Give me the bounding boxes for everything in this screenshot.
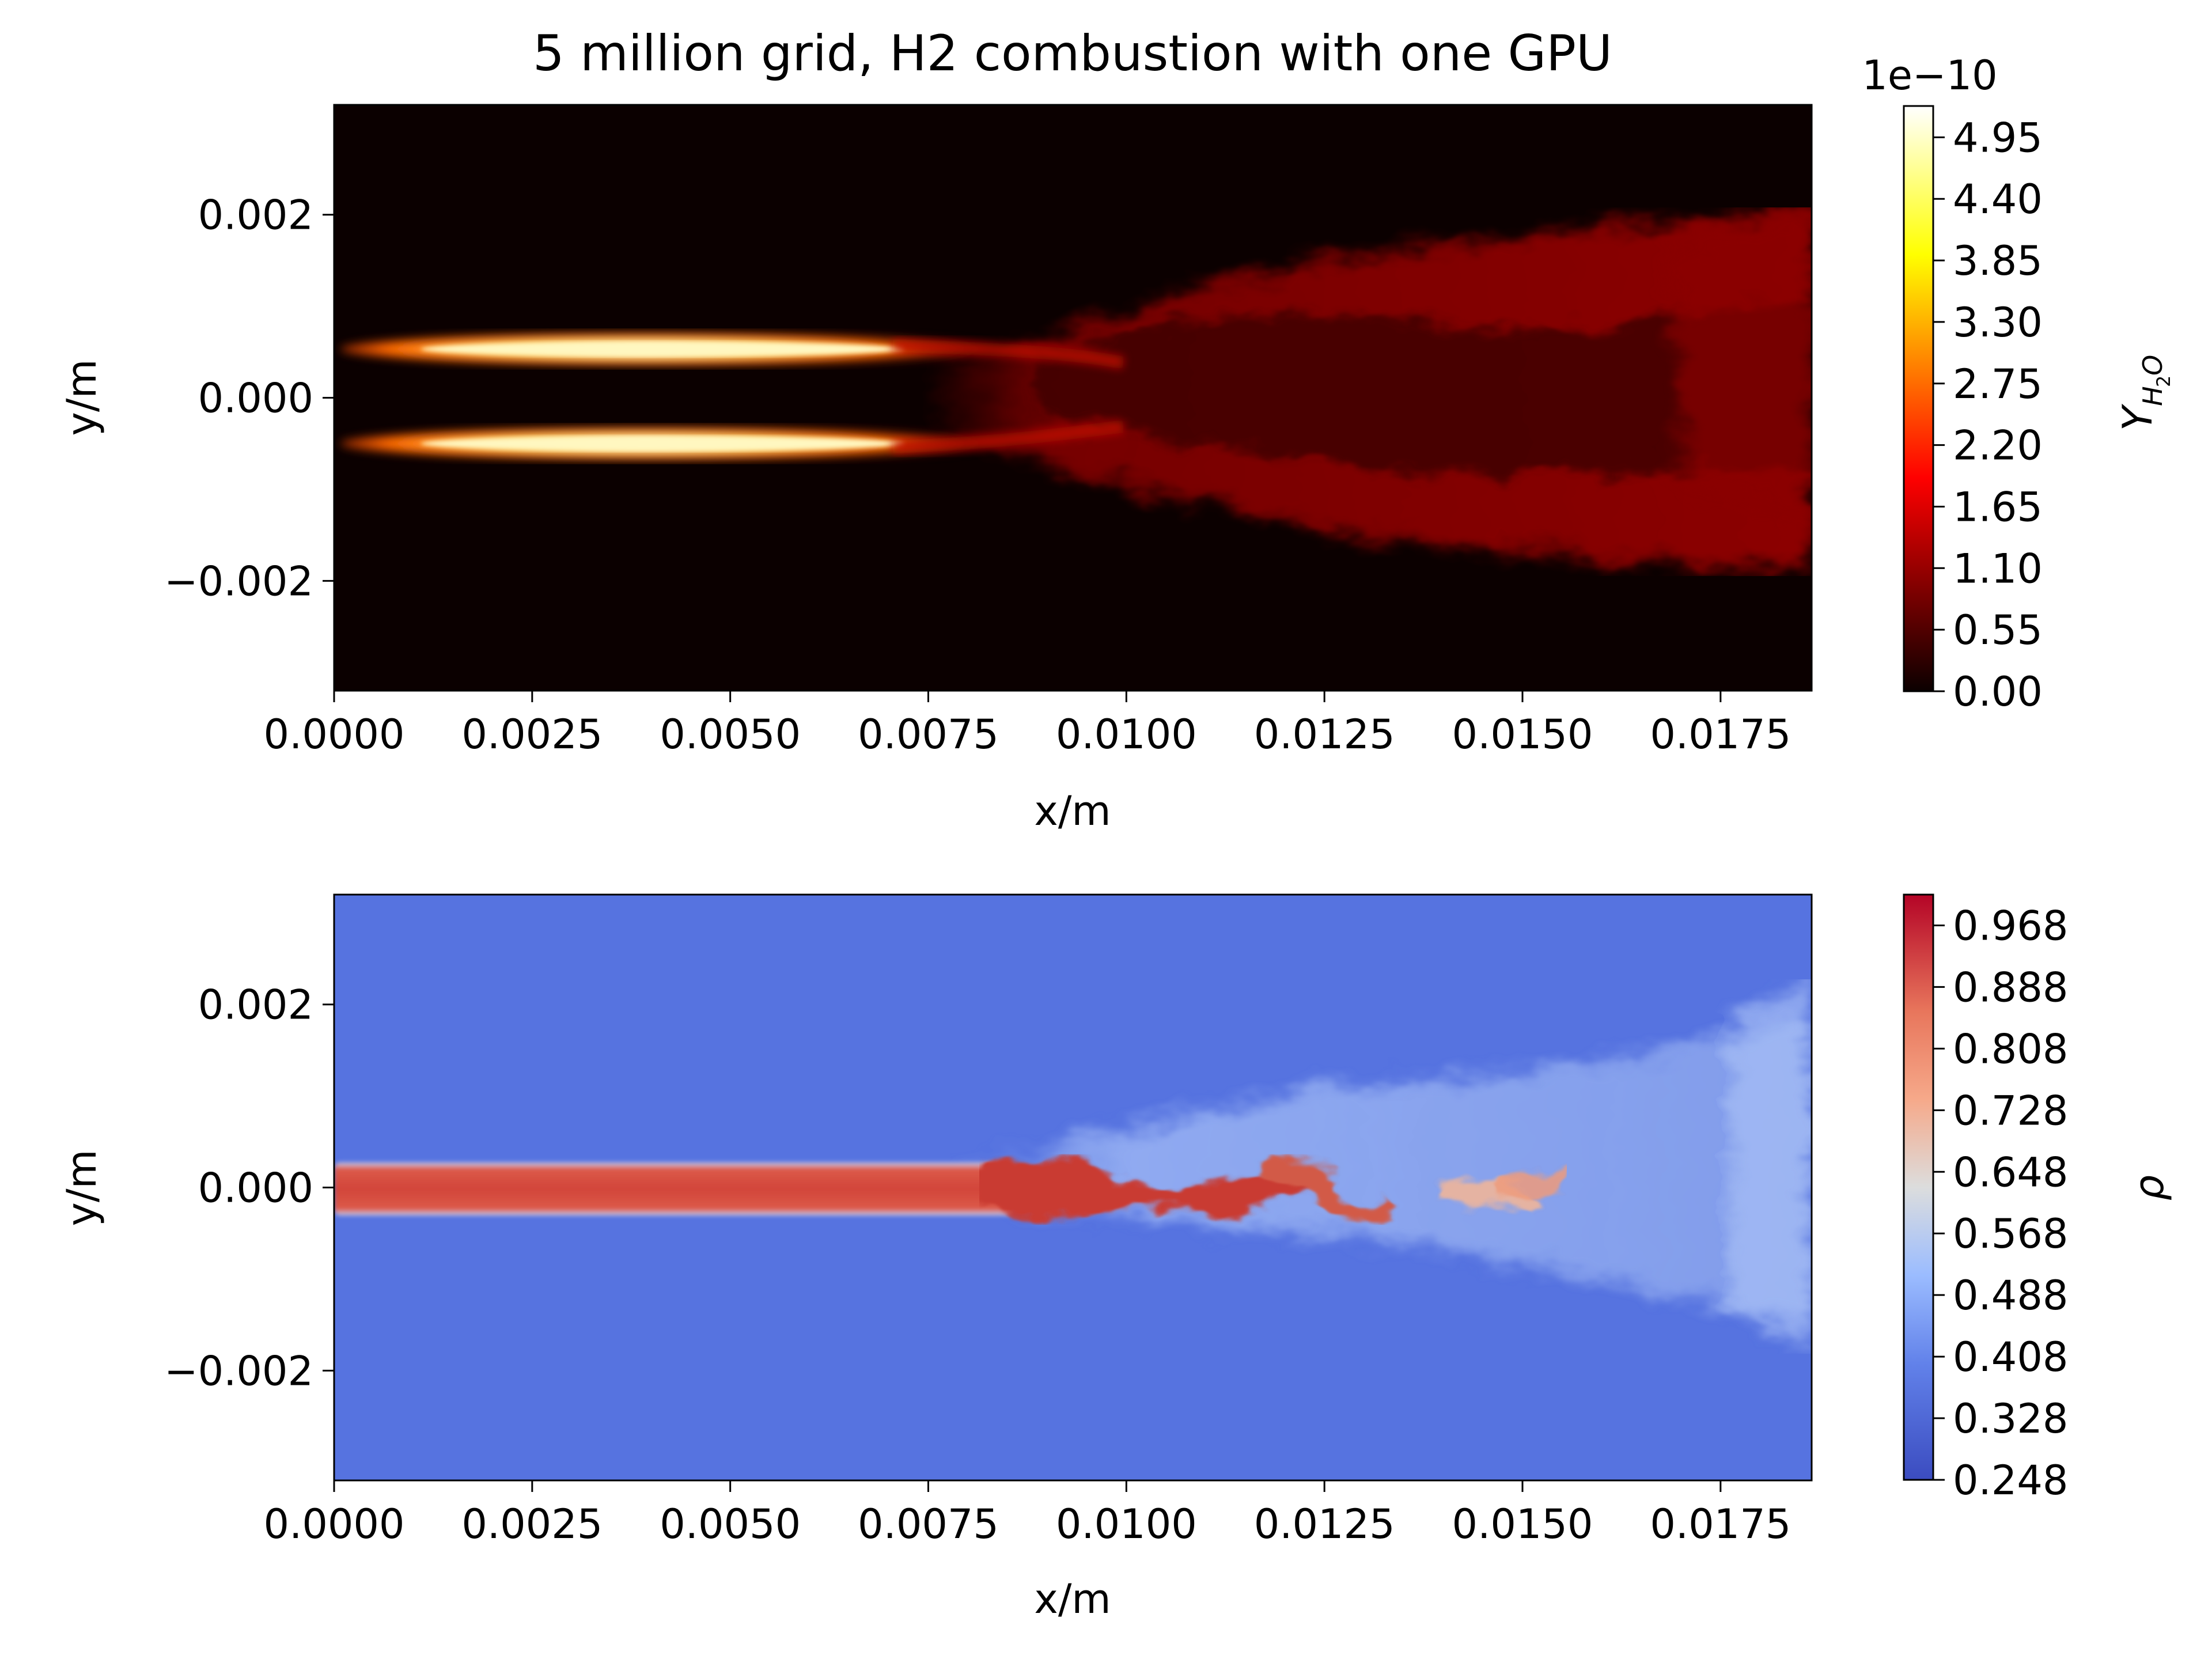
bottom-y-label: y/m: [58, 1149, 105, 1226]
colorbar-tick-label: 0.00: [1953, 668, 2043, 715]
colorbar-tick-label: 0.568: [1953, 1210, 2068, 1257]
colorbar-tick-label: 4.40: [1953, 176, 2043, 223]
x-tick-label: 0.0050: [660, 711, 801, 758]
flame-tails: [892, 339, 1125, 453]
colorbar-tick-label: 0.55: [1953, 607, 2043, 654]
y-tick-label: 0.002: [198, 982, 313, 1029]
x-tick-label: 0.0175: [1650, 711, 1791, 758]
top-colorbar-offset: 1e−10: [1862, 52, 1997, 99]
x-tick-label: 0.0150: [1452, 1501, 1593, 1548]
colorbar-tick-label: 0.328: [1953, 1395, 2068, 1442]
colorbar-label-o: O: [2137, 355, 2168, 376]
colorbar-tick-label: 2.75: [1953, 361, 2043, 408]
water-fraction-panel: 0.0000 0.0025 0.0050 0.0075 0.0100 0.0125 0.01…: [58, 52, 2175, 835]
x-tick-label: 0.0125: [1254, 1501, 1395, 1548]
density-panel: 0.0000 0.0025 0.0050 0.0075 0.0100 0.0125 0.01…: [58, 893, 2173, 1623]
y-tick-label: −0.002: [164, 1347, 313, 1395]
x-tick-label: 0.0025: [461, 711, 603, 758]
colorbar-tick-label: 1.10: [1953, 545, 2043, 592]
x-tick-label: 0.0025: [461, 1501, 603, 1548]
colorbar-tick-label: 0.488: [1953, 1272, 2068, 1319]
colorbar-tick-label: 1.65: [1953, 483, 2043, 531]
top-y-ticks: 0.002 0.000 −0.002: [164, 192, 334, 605]
x-tick-label: 0.0000: [264, 711, 405, 758]
density-field: [334, 895, 1812, 1480]
turbulent-plume: [922, 207, 1812, 576]
bottom-y-ticks: 0.002 0.000 −0.002: [164, 982, 334, 1395]
colorbar-tick-label: 0.728: [1953, 1087, 2068, 1134]
lower-flame-core: [421, 436, 904, 451]
water-fraction-field: [334, 105, 1812, 691]
x-tick-label: 0.0100: [1056, 711, 1197, 758]
x-tick-label: 0.0075: [858, 711, 999, 758]
density-wake: [950, 979, 1812, 1354]
colorbar-tick-label: 0.408: [1953, 1334, 2068, 1381]
x-tick-label: 0.0100: [1056, 1501, 1197, 1548]
bottom-colorbar: [1903, 893, 1934, 1481]
colorbar-label-y: Y: [2114, 403, 2161, 431]
colorbar-tick-label: 3.85: [1953, 237, 2043, 285]
y-tick-label: 0.000: [198, 1165, 313, 1212]
x-tick-label: 0.0050: [660, 1501, 801, 1548]
colorbar-tick-label: 0.968: [1953, 902, 2068, 949]
x-tick-label: 0.0125: [1254, 711, 1395, 758]
top-colorbar: [1903, 105, 1934, 692]
colorbar-tick-label: 0.888: [1953, 964, 2068, 1011]
y-tick-label: 0.002: [198, 192, 313, 239]
colorbar-tick-label: 4.95: [1953, 114, 2043, 161]
colorbar-tick-label: 0.648: [1953, 1149, 2068, 1196]
top-x-ticks: 0.0000 0.0025 0.0050 0.0075 0.0100 0.0125 0.01…: [264, 691, 1791, 758]
x-tick-label: 0.0150: [1452, 711, 1593, 758]
colorbar-tick-label: 0.248: [1953, 1457, 2068, 1504]
dense-jet-core: [334, 1162, 1014, 1215]
upper-flame-core: [421, 342, 904, 357]
top-x-label: x/m: [1034, 787, 1111, 835]
bottom-x-ticks: 0.0000 0.0025 0.0050 0.0075 0.0100 0.0125 0.01…: [264, 1480, 1791, 1548]
colorbar-tick-label: 0.808: [1953, 1025, 2068, 1073]
colorbar-tick-label: 2.20: [1953, 422, 2043, 469]
top-colorbar-ticks: 0.00 0.55 1.10 1.65 2.20 2.75 3.30 3.85 4.40 4.95: [1933, 114, 2043, 715]
x-tick-label: 0.0175: [1650, 1501, 1791, 1548]
top-y-label: y/m: [58, 359, 105, 435]
bottom-colorbar-ticks: 0.248 0.328 0.408 0.488 0.568 0.648 0.728 0.808…: [1933, 902, 2068, 1504]
top-colorbar-label: Y H 2 O: [2114, 355, 2175, 431]
colorbar-label-2: 2: [2153, 376, 2175, 387]
jet-breakup: [979, 1154, 1567, 1225]
flame-sheets: [340, 332, 1008, 461]
colorbar-tick-label: 3.30: [1953, 299, 2043, 346]
figure-title: 5 million grid, H2 combustion with one G…: [533, 25, 1612, 82]
bottom-x-label: x/m: [1034, 1575, 1111, 1623]
y-tick-label: 0.000: [198, 375, 313, 422]
bottom-colorbar-label: ρ: [2126, 1175, 2173, 1200]
x-tick-label: 0.0000: [264, 1501, 405, 1548]
colorbar-label-h: H: [2137, 386, 2168, 406]
y-tick-label: −0.002: [164, 558, 313, 605]
x-tick-label: 0.0075: [858, 1501, 999, 1548]
